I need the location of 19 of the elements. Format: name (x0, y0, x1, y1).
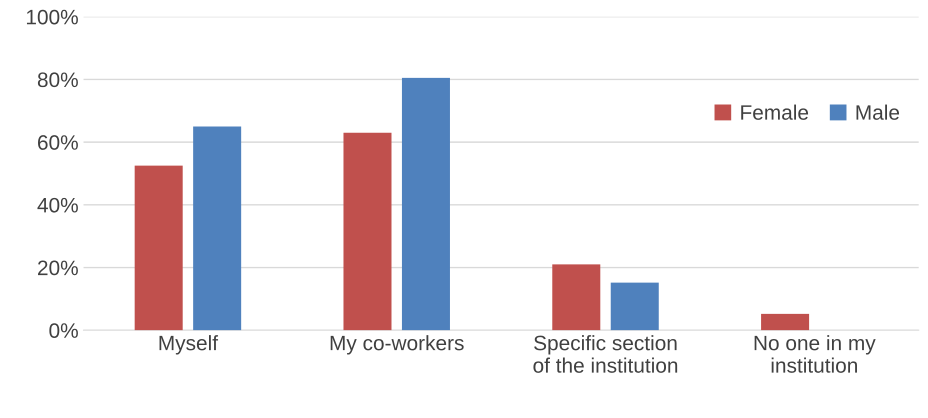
bar (402, 78, 450, 330)
y-tick-label: 80% (38, 72, 78, 88)
x-tick-label: Myself (160, 335, 218, 354)
y-tick-label: 40% (37, 198, 78, 213)
legend-label: Female (741, 104, 808, 120)
y-tick-label: 20% (38, 260, 78, 276)
bar (193, 126, 242, 330)
y-tick-label: 60% (38, 135, 78, 150)
bar (343, 132, 392, 330)
y-tick-label: 0% (49, 323, 78, 338)
bar (552, 264, 600, 330)
legend-label: Male (856, 104, 900, 120)
y-tick-label: 100% (26, 10, 78, 24)
bar (610, 282, 659, 330)
x-tick-label: Specific section of the institution (533, 335, 678, 373)
x-tick-label: No one in my institution (754, 335, 876, 373)
bar (134, 166, 183, 330)
bar (761, 314, 810, 330)
x-tick-label: My co-workers (330, 335, 464, 354)
